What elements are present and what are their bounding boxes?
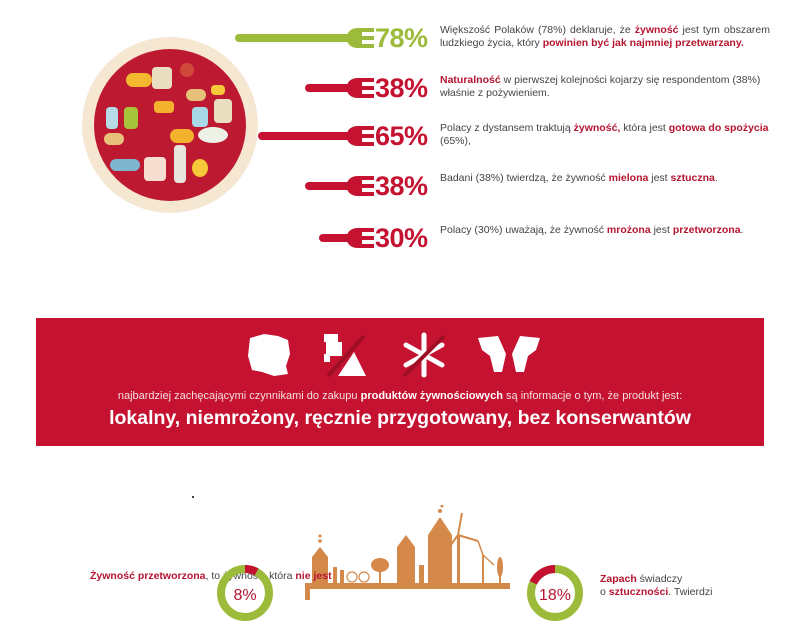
donut-left-label: 8% (233, 587, 256, 604)
stat-text: w pierwszej kolejności kojarzy się respo… (440, 74, 761, 99)
stat-percent: 78% (375, 23, 428, 53)
dot (192, 496, 194, 498)
stat-percent: 65% (375, 121, 428, 151)
bottom-right-bold: sztuczności (608, 586, 669, 598)
stat-row: 78% Większość Polaków (78%) deklaruje, że… (0, 23, 800, 53)
stat-highlight: żywność (634, 24, 679, 36)
stat-text: (65%), (440, 135, 471, 147)
stat-row: 65% Polacy z dystansem traktują żywność, … (0, 121, 800, 151)
stat-highlight: żywność, (573, 122, 621, 134)
hands-icon (478, 336, 540, 372)
no-snowflake-icon (402, 332, 446, 378)
stat-row: 30% Polacy (30%) uważają, że żywność mroż… (0, 223, 800, 253)
fork-bar (319, 234, 352, 242)
stat-description: Naturalność w pierwszej kolejności kojar… (440, 74, 770, 100)
stat-highlight: powinien być jak najmniej przetwarzany. (542, 37, 744, 49)
donut-right: 18% (527, 565, 583, 621)
stat-highlight: mrożona (606, 224, 651, 236)
stat-text: Badani (38%) twierdzą, że żywność (440, 172, 609, 184)
fork-bar (305, 182, 352, 190)
banner-subtitle-text-end: są informacje o tym, że produkt jest: (503, 390, 683, 402)
donut-right-label: 18% (539, 587, 571, 604)
stat-highlight: gotowa do spożycia (668, 122, 769, 134)
stat-text: która jest (620, 122, 669, 134)
poland-map-icon (248, 334, 290, 376)
fork-icon (346, 78, 374, 98)
stat-row: 38% Naturalność w pierwszej kolejności ko… (0, 73, 800, 103)
stat-highlight: sztuczna (670, 172, 715, 184)
banner-headline: lokalny, niemrożony, ręcznie przygotowan… (109, 407, 691, 429)
fork-bar (235, 34, 352, 42)
stat-text: . (714, 172, 718, 184)
banner-subtitle: najbardziej zachęcającymi czynnikami do … (36, 390, 764, 402)
bottom-right-body: świadczy (636, 573, 683, 585)
stat-text: Polacy (30%) uważają, że żywność (440, 224, 607, 236)
stat-percent: 30% (375, 223, 428, 253)
banner: najbardziej zachęcającymi czynnikami do … (36, 318, 764, 446)
donut-right-value-arc (527, 565, 583, 621)
fork-icon (346, 126, 374, 146)
stat-highlight: mielona (608, 172, 649, 184)
fork-icon (346, 176, 374, 196)
stat-description: Polacy z dystansem traktują żywność, któ… (440, 122, 770, 148)
stat-percent: 38% (375, 73, 428, 103)
stat-highlight: Naturalność (440, 74, 501, 86)
stat-text: . (740, 224, 744, 236)
stat-text: jest (648, 172, 671, 184)
bottom-right-body3: . Twierdzi (668, 586, 713, 598)
bottom-left-bold: nie jest (295, 570, 332, 582)
food-plate-illustration (82, 37, 258, 213)
stat-text: Większość Polaków (78%) deklaruje, że (440, 24, 635, 36)
fork-icon (346, 28, 374, 48)
eco-town-illustration (305, 505, 510, 600)
donut-left: 8% (217, 565, 273, 621)
bottom-right-body2: o (600, 586, 609, 598)
stat-text: Polacy z dystansem traktują (440, 122, 574, 134)
stat-description: Polacy (30%) uważają, że żywność mrożona… (440, 224, 770, 237)
stat-description: Badani (38%) twierdzą, że żywność mielon… (440, 172, 770, 185)
food-icons (94, 49, 246, 201)
stat-percent: 38% (375, 171, 428, 201)
bottom-left-title: Żywność przetworzona (90, 570, 206, 582)
fork-bar (305, 84, 352, 92)
banner-subtitle-bold: produktów żywnościowych (360, 390, 503, 402)
bottom-right-title: Zapach (600, 573, 637, 585)
fork-icon (346, 228, 374, 248)
stat-highlight: przetworzona (672, 224, 741, 236)
stat-row: 38% Badani (38%) twierdzą, że żywność mie… (0, 171, 800, 201)
donut-left-value-arc (217, 565, 273, 621)
fork-bar (258, 132, 352, 140)
bottom-right-text: Zapach świadczy o sztuczności. Twierdzi (600, 573, 712, 599)
stat-text: jest tym obszarem ludzkiego życia, który (440, 24, 770, 49)
no-meat-grinder-icon (324, 334, 366, 378)
banner-subtitle-text: najbardziej zachęcającymi czynnikami do … (117, 390, 361, 402)
stat-text: jest (650, 224, 673, 236)
stat-description: Większość Polaków (78%) deklaruje, że ży… (440, 24, 770, 50)
bottom-left-text: Żywność przetworzona, to żywność, która … (90, 570, 332, 583)
